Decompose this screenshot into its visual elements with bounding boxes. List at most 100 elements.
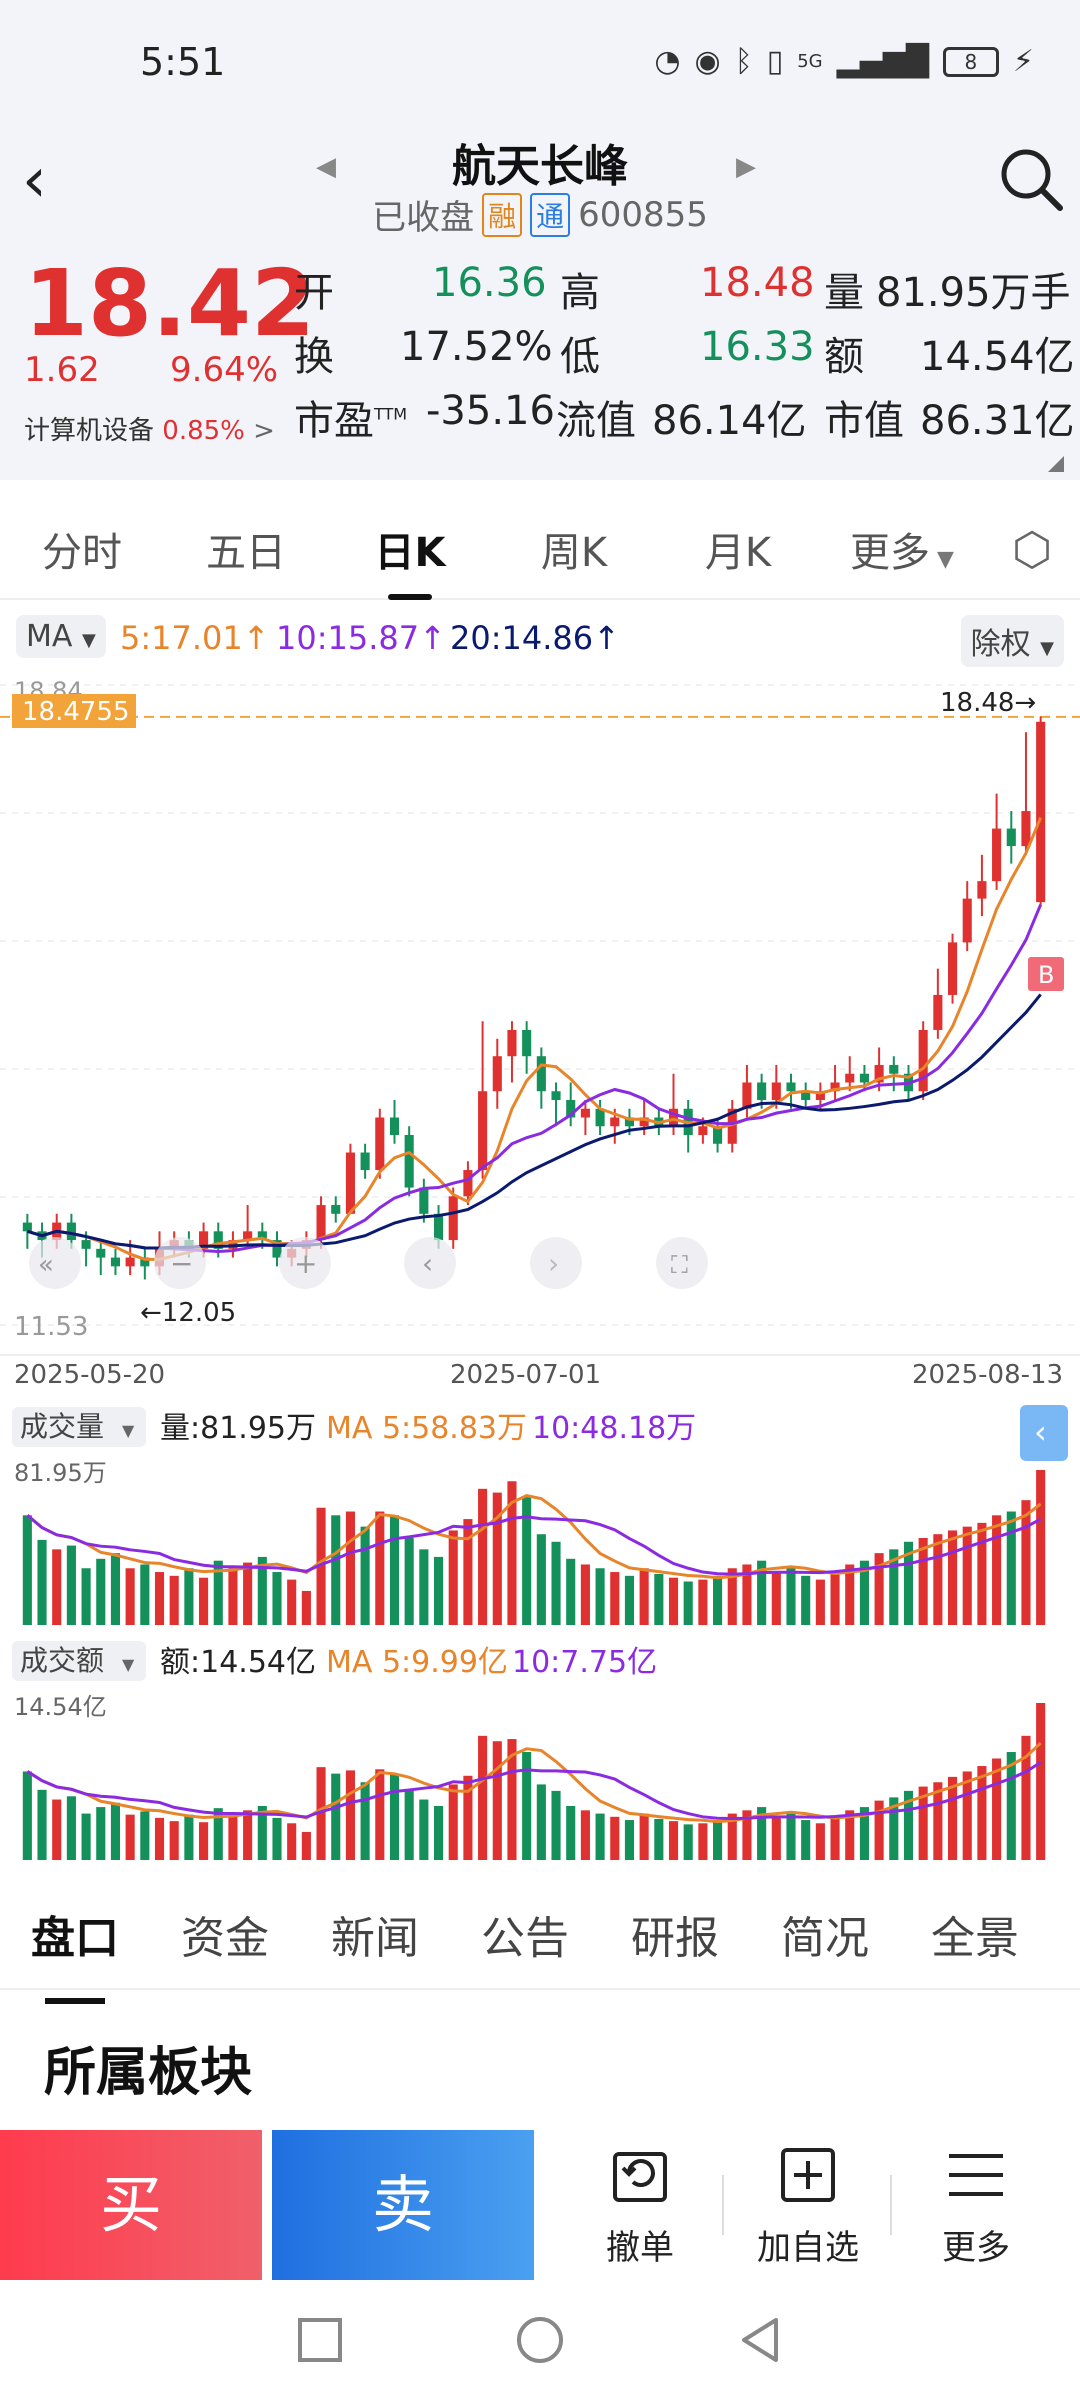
buy-button[interactable]: 买: [0, 2130, 262, 2280]
fullscreen-button[interactable]: [656, 1237, 708, 1289]
tab-research[interactable]: 研报: [631, 1913, 719, 1964]
tab-news[interactable]: 新闻: [331, 1913, 419, 1964]
back-nav-icon[interactable]: [736, 2314, 784, 2366]
search-icon[interactable]: [996, 144, 1066, 214]
candle-body: [1006, 828, 1016, 847]
candle-body: [272, 1240, 282, 1258]
tab-profile[interactable]: 简况: [781, 1913, 869, 1964]
tab-handicap[interactable]: 盘口: [0, 1902, 150, 2004]
zoom-in-button[interactable]: [279, 1237, 331, 1289]
scroll-right-button[interactable]: [530, 1237, 582, 1289]
amount-bar: [169, 1821, 179, 1860]
amount-bar: [580, 1810, 590, 1860]
tab-overview[interactable]: 全景: [931, 1913, 1019, 1964]
amount-bar: [301, 1831, 311, 1860]
candle-body: [419, 1187, 429, 1214]
volume-selector[interactable]: [12, 1407, 146, 1447]
amount-bar: [610, 1816, 620, 1860]
amount-bar: [830, 1816, 840, 1860]
candle-body: [713, 1126, 723, 1144]
collapse-panel-button[interactable]: [1020, 1405, 1068, 1461]
amount-bar: [507, 1739, 517, 1860]
tab-more[interactable]: 更多 ▼: [850, 530, 954, 576]
plus-icon: +: [294, 1247, 317, 1280]
recents-icon[interactable]: [296, 2316, 344, 2364]
candle-body: [257, 1231, 267, 1241]
sell-button[interactable]: 卖: [272, 2130, 534, 2280]
back-button[interactable]: ‹: [22, 143, 47, 216]
status-icons: ◔ ◉ ᛒ ▯ 5G ▂▄▆█ 8 ⚡: [654, 44, 1034, 79]
volume-bars: [22, 1470, 1046, 1625]
candle-body: [889, 1064, 899, 1074]
sector-link[interactable]: 计算机设备 0.85% >: [24, 410, 275, 447]
candle-body: [389, 1117, 400, 1136]
amount-bar: [933, 1782, 943, 1860]
amount-bar: [654, 1818, 664, 1860]
tab-five-day[interactable]: 五日: [206, 530, 286, 576]
volume-bar: [903, 1541, 914, 1625]
ma20-line: [26, 993, 1042, 1250]
amount-bar: [522, 1752, 532, 1860]
buy-marker[interactable]: [1028, 957, 1064, 991]
amount-bar: [771, 1816, 781, 1860]
candle-body: [742, 1082, 752, 1109]
amount-bar: [536, 1784, 546, 1860]
amount-bar: [154, 1817, 165, 1860]
candle-body: [81, 1240, 91, 1249]
amount-bar: [742, 1810, 752, 1860]
more-button[interactable]: 更多: [896, 2130, 1056, 2280]
volume-bar: [287, 1579, 297, 1625]
amount-selector[interactable]: [12, 1641, 146, 1681]
candle-body: [1021, 811, 1031, 847]
amount-bar: [287, 1823, 297, 1860]
volume-bar: [301, 1590, 311, 1625]
volume-bar: [316, 1507, 326, 1625]
amount-bar: [977, 1766, 987, 1860]
settings-hex-icon[interactable]: ⬡: [1011, 522, 1053, 576]
amount-value: 额:14.54亿: [160, 1645, 316, 1680]
ma5-line: [26, 817, 1043, 1261]
zoom-out-button[interactable]: [154, 1237, 206, 1289]
tab-weekly-k[interactable]: 周K: [540, 530, 608, 576]
tab-announcement[interactable]: 公告: [481, 1913, 569, 1964]
pe-label: 市盈TTM: [294, 398, 408, 444]
amount-ma5: MA 5:9.99亿: [326, 1645, 508, 1680]
candle-body: [977, 881, 987, 899]
scroll-left-button[interactable]: [404, 1237, 456, 1289]
high-mark: 18.48→: [940, 688, 1036, 718]
volume-bar: [507, 1481, 517, 1625]
volume-bar: [1006, 1511, 1016, 1625]
amount-bar: [243, 1810, 253, 1860]
sector-name: 计算机设备: [24, 416, 155, 446]
cancel-order-button[interactable]: 撤单: [560, 2130, 720, 2280]
volume-bar: [22, 1515, 32, 1625]
amount-bar: [37, 1789, 47, 1860]
tab-funds[interactable]: 资金: [181, 1913, 269, 1964]
expand-corner-icon[interactable]: [1048, 456, 1064, 472]
ma-selector[interactable]: MA ▼: [16, 615, 106, 658]
tab-intraday[interactable]: 分时: [42, 530, 122, 576]
prev-stock-icon[interactable]: ◀: [316, 152, 336, 182]
tab-monthly-k[interactable]: 月K: [704, 530, 772, 576]
chevron-right-icon: >: [253, 416, 275, 446]
rewind-button[interactable]: [29, 1237, 81, 1289]
adjust-selector[interactable]: 除权 ▼: [960, 615, 1064, 667]
undo-icon: [560, 2130, 720, 2220]
open-value: 16.36: [432, 260, 547, 306]
volume-bar: [757, 1560, 767, 1625]
kline-chart[interactable]: 18.84 18.4755 18.48→ ←12.05 11.53 B « − …: [0, 675, 1080, 1880]
candle-body: [433, 1213, 444, 1241]
candle-body: [140, 1257, 150, 1267]
next-stock-icon[interactable]: ▶: [736, 152, 756, 182]
volume-ma10: 10:48.18万: [532, 1411, 696, 1446]
candle-body: [199, 1231, 209, 1249]
candle-body: [404, 1135, 414, 1188]
amount-bar: [463, 1775, 473, 1860]
volume-bar: [654, 1573, 664, 1625]
add-watchlist-button[interactable]: 加自选: [728, 2130, 888, 2280]
candle-body: [463, 1170, 473, 1197]
home-icon[interactable]: [514, 2314, 566, 2366]
high-value: 18.48: [700, 260, 815, 306]
volume-bar: [213, 1560, 223, 1625]
tab-daily-k[interactable]: 日K: [328, 520, 492, 600]
